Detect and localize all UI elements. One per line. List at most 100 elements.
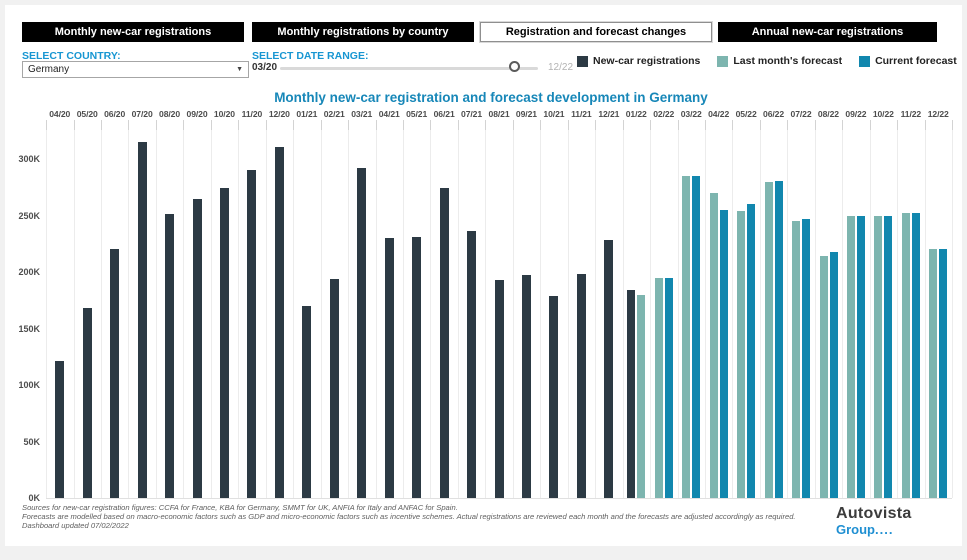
gridline bbox=[650, 130, 651, 498]
bar-new-car-registrations-12-21[interactable] bbox=[604, 240, 614, 498]
x-axis-label: 06/21 bbox=[433, 109, 455, 119]
bar-new-car-registrations-01-21[interactable] bbox=[302, 305, 312, 498]
x-axis-tick bbox=[567, 120, 569, 130]
x-axis-tick bbox=[128, 120, 130, 130]
bar-new-car-registrations-10-20[interactable] bbox=[220, 188, 229, 498]
bar-new-car-registrations-07-20[interactable] bbox=[137, 142, 147, 498]
bar-last-month-s-forecast-11-22[interactable] bbox=[901, 213, 910, 498]
bar-current-forecast-12-22[interactable] bbox=[939, 249, 948, 498]
bar-last-month-s-forecast-10-22[interactable] bbox=[874, 215, 883, 498]
bar-last-month-s-forecast-07-22[interactable] bbox=[792, 221, 800, 498]
bar-new-car-registrations-09-20[interactable] bbox=[192, 198, 202, 498]
x-axis-tick bbox=[100, 120, 102, 130]
x-axis-tick bbox=[485, 120, 487, 130]
x-axis-label: 11/22 bbox=[900, 109, 922, 119]
select-date-range-label: SELECT DATE RANGE: bbox=[252, 50, 369, 62]
gridline bbox=[155, 130, 157, 498]
bar-new-car-registrations-05-21[interactable] bbox=[412, 237, 422, 498]
x-axis-tick bbox=[238, 120, 240, 130]
legend-item-current-forecast[interactable]: Current forecast bbox=[859, 55, 957, 67]
bar-current-forecast-03-22[interactable] bbox=[692, 176, 701, 498]
x-axis-label: 07/21 bbox=[461, 109, 483, 119]
bar-new-car-registrations-04-20[interactable] bbox=[55, 361, 65, 498]
gridline bbox=[924, 130, 926, 498]
gridline bbox=[485, 130, 487, 498]
tab-monthly-registrations-by-country[interactable]: Monthly registrations by country bbox=[252, 22, 474, 42]
bar-new-car-registrations-08-21[interactable] bbox=[494, 279, 504, 498]
bar-new-car-registrations-06-21[interactable] bbox=[439, 188, 449, 498]
x-axis-tick bbox=[73, 120, 75, 130]
y-axis-label: 50K bbox=[23, 436, 40, 447]
bar-current-forecast-06-22[interactable] bbox=[774, 180, 783, 498]
x-axis-label: 04/20 bbox=[49, 109, 71, 119]
gridline bbox=[238, 130, 240, 498]
gridline bbox=[567, 130, 569, 498]
y-axis-label: 250K bbox=[18, 210, 40, 221]
x-axis-label: 09/20 bbox=[186, 109, 208, 119]
legend-item-registrations[interactable]: New-car registrations bbox=[577, 55, 700, 67]
x-axis-tick bbox=[595, 120, 597, 130]
bar-current-forecast-10-22[interactable] bbox=[884, 215, 893, 498]
bar-last-month-s-forecast-04-22[interactable] bbox=[709, 192, 718, 498]
bar-last-month-s-forecast-09-22[interactable] bbox=[846, 215, 855, 498]
bar-last-month-s-forecast-12-22[interactable] bbox=[929, 249, 938, 498]
bar-new-car-registrations-04-21[interactable] bbox=[384, 238, 394, 498]
bar-current-forecast-02-22[interactable] bbox=[664, 277, 673, 498]
bar-current-forecast-04-22[interactable] bbox=[719, 209, 728, 498]
bar-current-forecast-11-22[interactable] bbox=[911, 213, 920, 498]
tab-monthly-new-car-registrations[interactable]: Monthly new-car registrations bbox=[22, 22, 244, 42]
tab-registration-and-forecast-changes[interactable]: Registration and forecast changes bbox=[480, 22, 712, 42]
x-axis-label: 11/21 bbox=[571, 109, 592, 119]
logo-group-text: Group.... bbox=[836, 522, 894, 537]
current-forecast-swatch-icon bbox=[859, 55, 871, 67]
bar-new-car-registrations-07-21[interactable] bbox=[467, 231, 476, 498]
y-axis-label: 150K bbox=[18, 323, 40, 334]
frame-edge bbox=[0, 0, 5, 560]
bar-new-car-registrations-12-20[interactable] bbox=[274, 146, 284, 498]
bar-last-month-s-forecast-06-22[interactable] bbox=[764, 181, 773, 498]
date-range-slider-track[interactable] bbox=[280, 67, 538, 70]
bar-current-forecast-09-22[interactable] bbox=[856, 215, 865, 498]
bar-new-car-registrations-08-20[interactable] bbox=[165, 214, 174, 498]
x-axis-label: 07/22 bbox=[790, 109, 812, 119]
bar-last-month-s-forecast-03-22[interactable] bbox=[682, 176, 691, 498]
x-axis-label: 12/21 bbox=[598, 109, 620, 119]
bar-current-forecast-07-22[interactable] bbox=[802, 218, 810, 498]
y-axis-label: 200K bbox=[18, 267, 40, 277]
last-month-forecast-swatch-icon bbox=[717, 55, 729, 67]
bar-new-car-registrations-03-21[interactable] bbox=[357, 168, 367, 498]
bar-new-car-registrations-05-20[interactable] bbox=[82, 308, 92, 498]
bar-new-car-registrations-11-20[interactable] bbox=[247, 170, 257, 498]
bar-current-forecast-08-22[interactable] bbox=[829, 251, 838, 498]
country-dropdown[interactable]: Germany ▼ bbox=[22, 61, 249, 78]
x-axis-label: 06/20 bbox=[104, 109, 126, 119]
bar-new-car-registrations-10-21[interactable] bbox=[549, 295, 559, 498]
x-axis-tick bbox=[897, 120, 899, 130]
bar-current-forecast-05-22[interactable] bbox=[747, 204, 756, 498]
x-axis-tick bbox=[704, 120, 706, 130]
bar-new-car-registrations-06-20[interactable] bbox=[110, 249, 120, 498]
x-axis-tick bbox=[677, 120, 679, 130]
bar-last-month-s-forecast-08-22[interactable] bbox=[819, 256, 828, 498]
x-axis-label: 05/22 bbox=[735, 109, 757, 119]
x-axis-label: 08/21 bbox=[488, 109, 510, 119]
legend-item-last-month-forecast[interactable]: Last month's forecast bbox=[717, 55, 842, 67]
legend-label: Current forecast bbox=[875, 55, 957, 67]
date-range-slider-handle[interactable] bbox=[509, 61, 520, 72]
bar-new-car-registrations-02-21[interactable] bbox=[329, 278, 339, 498]
x-axis-label: 05/21 bbox=[406, 109, 428, 119]
bar-last-month-s-forecast-02-22[interactable] bbox=[654, 277, 663, 498]
bar-new-car-registrations-09-21[interactable] bbox=[522, 275, 531, 498]
gridline bbox=[677, 130, 679, 498]
x-axis-tick bbox=[924, 120, 926, 130]
bar-new-car-registrations-01-22[interactable] bbox=[627, 290, 636, 498]
bar-new-car-registrations-11-21[interactable] bbox=[576, 274, 586, 498]
gridline bbox=[842, 130, 844, 498]
gridline bbox=[210, 130, 212, 498]
gridline bbox=[512, 130, 514, 498]
bar-last-month-s-forecast-01-22[interactable] bbox=[637, 294, 646, 498]
tab-annual-new-car-registrations[interactable]: Annual new-car registrations bbox=[718, 22, 937, 42]
date-range-start: 03/20 bbox=[252, 62, 278, 73]
gridline bbox=[128, 130, 130, 498]
bar-last-month-s-forecast-05-22[interactable] bbox=[737, 211, 746, 498]
